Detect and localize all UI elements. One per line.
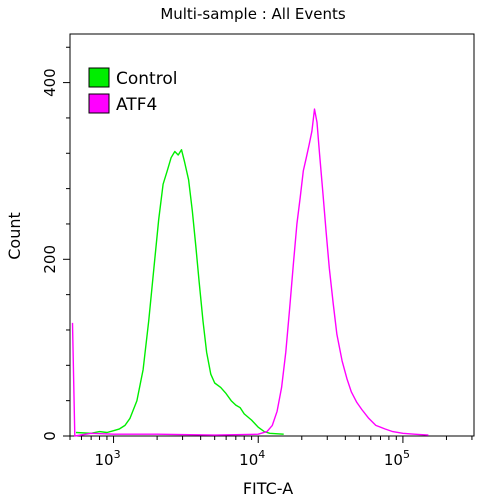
- chart-title: Multi-sample : All Events: [160, 5, 346, 23]
- x-axis-label: FITC-A: [243, 479, 293, 498]
- legend-swatch-control: [88, 67, 110, 88]
- y-tick-label: 0: [41, 431, 59, 441]
- x-axis-ticks: 103 104 105: [69, 436, 473, 469]
- series-layer: [71, 108, 429, 437]
- legend-label-control: Control: [116, 69, 177, 89]
- y-axis-ticks: 0 200 400: [41, 46, 70, 441]
- x-tick-label: 104: [239, 448, 265, 469]
- y-axis-label: Count: [5, 212, 24, 260]
- y-tick-label: 400: [41, 68, 59, 97]
- legend-label-atf4: ATF4: [116, 95, 157, 115]
- legend-swatch-atf4: [88, 93, 110, 114]
- series-line-control: [75, 148, 284, 435]
- x-tick-label: 103: [95, 448, 121, 469]
- y-tick-label: 200: [41, 245, 59, 274]
- plot-frame: [69, 33, 475, 437]
- legend: Control ATF4: [88, 67, 177, 115]
- x-tick-label: 105: [384, 448, 410, 469]
- series-line-atf4: [71, 108, 429, 437]
